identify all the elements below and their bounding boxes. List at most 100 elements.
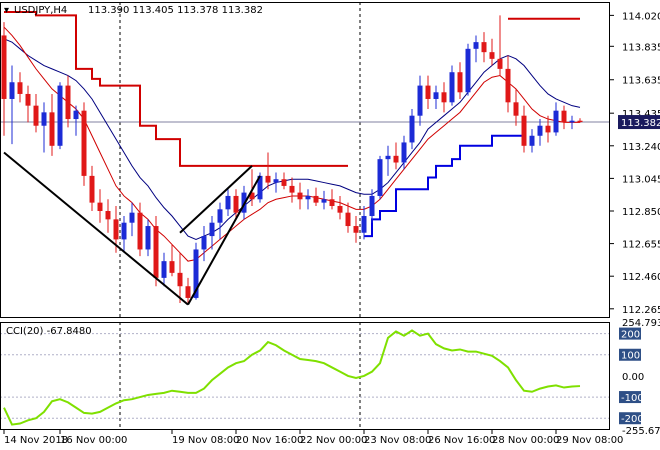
candle-bull [121,222,127,240]
candle-bull [225,195,231,210]
main-price-grid [0,2,610,318]
current-price-marker [618,115,660,130]
ma-fast-line [3,26,580,262]
symbol-indicator-icon: ▾ [4,5,9,16]
cci-level-label: -200 [621,414,644,425]
cci-tick-label: -255.6701 [622,426,660,437]
candle-bull [465,48,471,93]
candle-bull [529,135,535,146]
price-tick-label: 113.240 [622,142,660,153]
candle-bear [89,175,95,203]
candle-bull [201,236,207,250]
candle-bull [129,212,135,223]
candle-bear [337,205,343,213]
time-tick-label: 14 Nov 2018 [4,435,68,446]
candle-bear [265,175,271,183]
ohlc-values: 113.390 113.405 113.378 113.382 [88,5,263,16]
price-tick-label: 112.265 [622,305,660,316]
candle-bull [433,92,439,99]
time-tick-label: 23 Nov 08:00 [364,435,431,446]
candle-bull [417,85,423,116]
candle-bear [577,120,583,123]
price-tick-label: 113.635 [622,76,660,87]
candle-bull [209,222,215,237]
candle-bull [57,85,63,146]
candle-bear [25,93,31,106]
cci-tick-label: 254.793 [622,318,660,329]
candle-bear [281,179,287,186]
cci-line [3,329,581,426]
candle-bull [273,179,279,183]
price-tick-label: 113.045 [622,174,660,185]
candle-bull [9,82,15,99]
candle-bear [497,58,503,69]
cci-grid [0,322,610,430]
candle-bull [161,261,167,278]
candle-bull [385,155,391,160]
candle-bear [297,192,303,200]
price-tick-label: 113.835 [622,42,660,53]
cci-tick-label: 0.00 [622,372,644,383]
symbol-label: USDJPY,H4 [14,5,67,16]
candle-bull [41,112,47,126]
price-tick-label: 114.020 [622,11,660,22]
cci-level-label: -100 [621,393,644,404]
candle-bear [65,85,71,120]
axes [0,2,614,434]
trend-line [187,175,261,306]
main-panel-frame [0,2,610,318]
candle-bear [425,85,431,99]
candle-bear [481,42,487,53]
price-series [1,11,583,306]
candle-bear [97,202,103,211]
trailing-stop-red [4,11,348,167]
candle-bear [105,210,111,220]
candle-bear [289,185,295,193]
candle-bear [513,102,519,116]
cci-label: CCI(20) -67.8480 [6,326,92,337]
cci-level-label: 100 [621,351,640,362]
current-price-label: 113.382 [621,118,660,129]
time-tick-label: 29 Nov 08:00 [556,435,623,446]
candle-bull [537,125,543,136]
candle-bear [49,112,55,146]
candle-bull [305,195,311,200]
cci-series [3,329,581,426]
trend-line [179,165,253,234]
axis-labels: 114.020 113.835 113.635 113.435 113.240 113.0… [4,11,660,446]
price-tick-label: 112.850 [622,207,660,218]
time-tick-label: 19 Nov 08:00 [172,435,239,446]
candle-bull [409,115,415,143]
candle-bull [217,209,223,223]
candle-bear [457,72,463,93]
candle-bear [153,226,159,278]
candle-bear [489,52,495,59]
candle-bear [329,199,335,206]
candle-bear [521,115,527,146]
candle-bear [185,286,191,298]
candle-bull [73,110,79,120]
candle-bull [473,42,479,49]
candle-bull [257,175,263,200]
candle-bear [345,212,351,227]
candle-bull [377,159,383,196]
candle-bull [361,216,367,233]
candle-bear [393,155,399,163]
candle-bull [401,142,407,163]
candle-bull [321,199,327,203]
price-tick-label: 112.655 [622,240,660,251]
time-tick-label: 20 Nov 16:00 [236,435,303,446]
trend-line [3,151,189,306]
time-tick-label: 22 Nov 00:00 [300,435,367,446]
candle-bear [113,219,119,240]
candle-bear [81,110,87,176]
candle-bear [313,195,319,203]
candle-bear [505,68,511,103]
candle-bear [137,212,143,250]
candle-bear [33,105,39,126]
candle-bull [449,72,455,103]
price-tick-label: 112.460 [622,272,660,283]
cci-level-label: 200 [621,330,640,341]
